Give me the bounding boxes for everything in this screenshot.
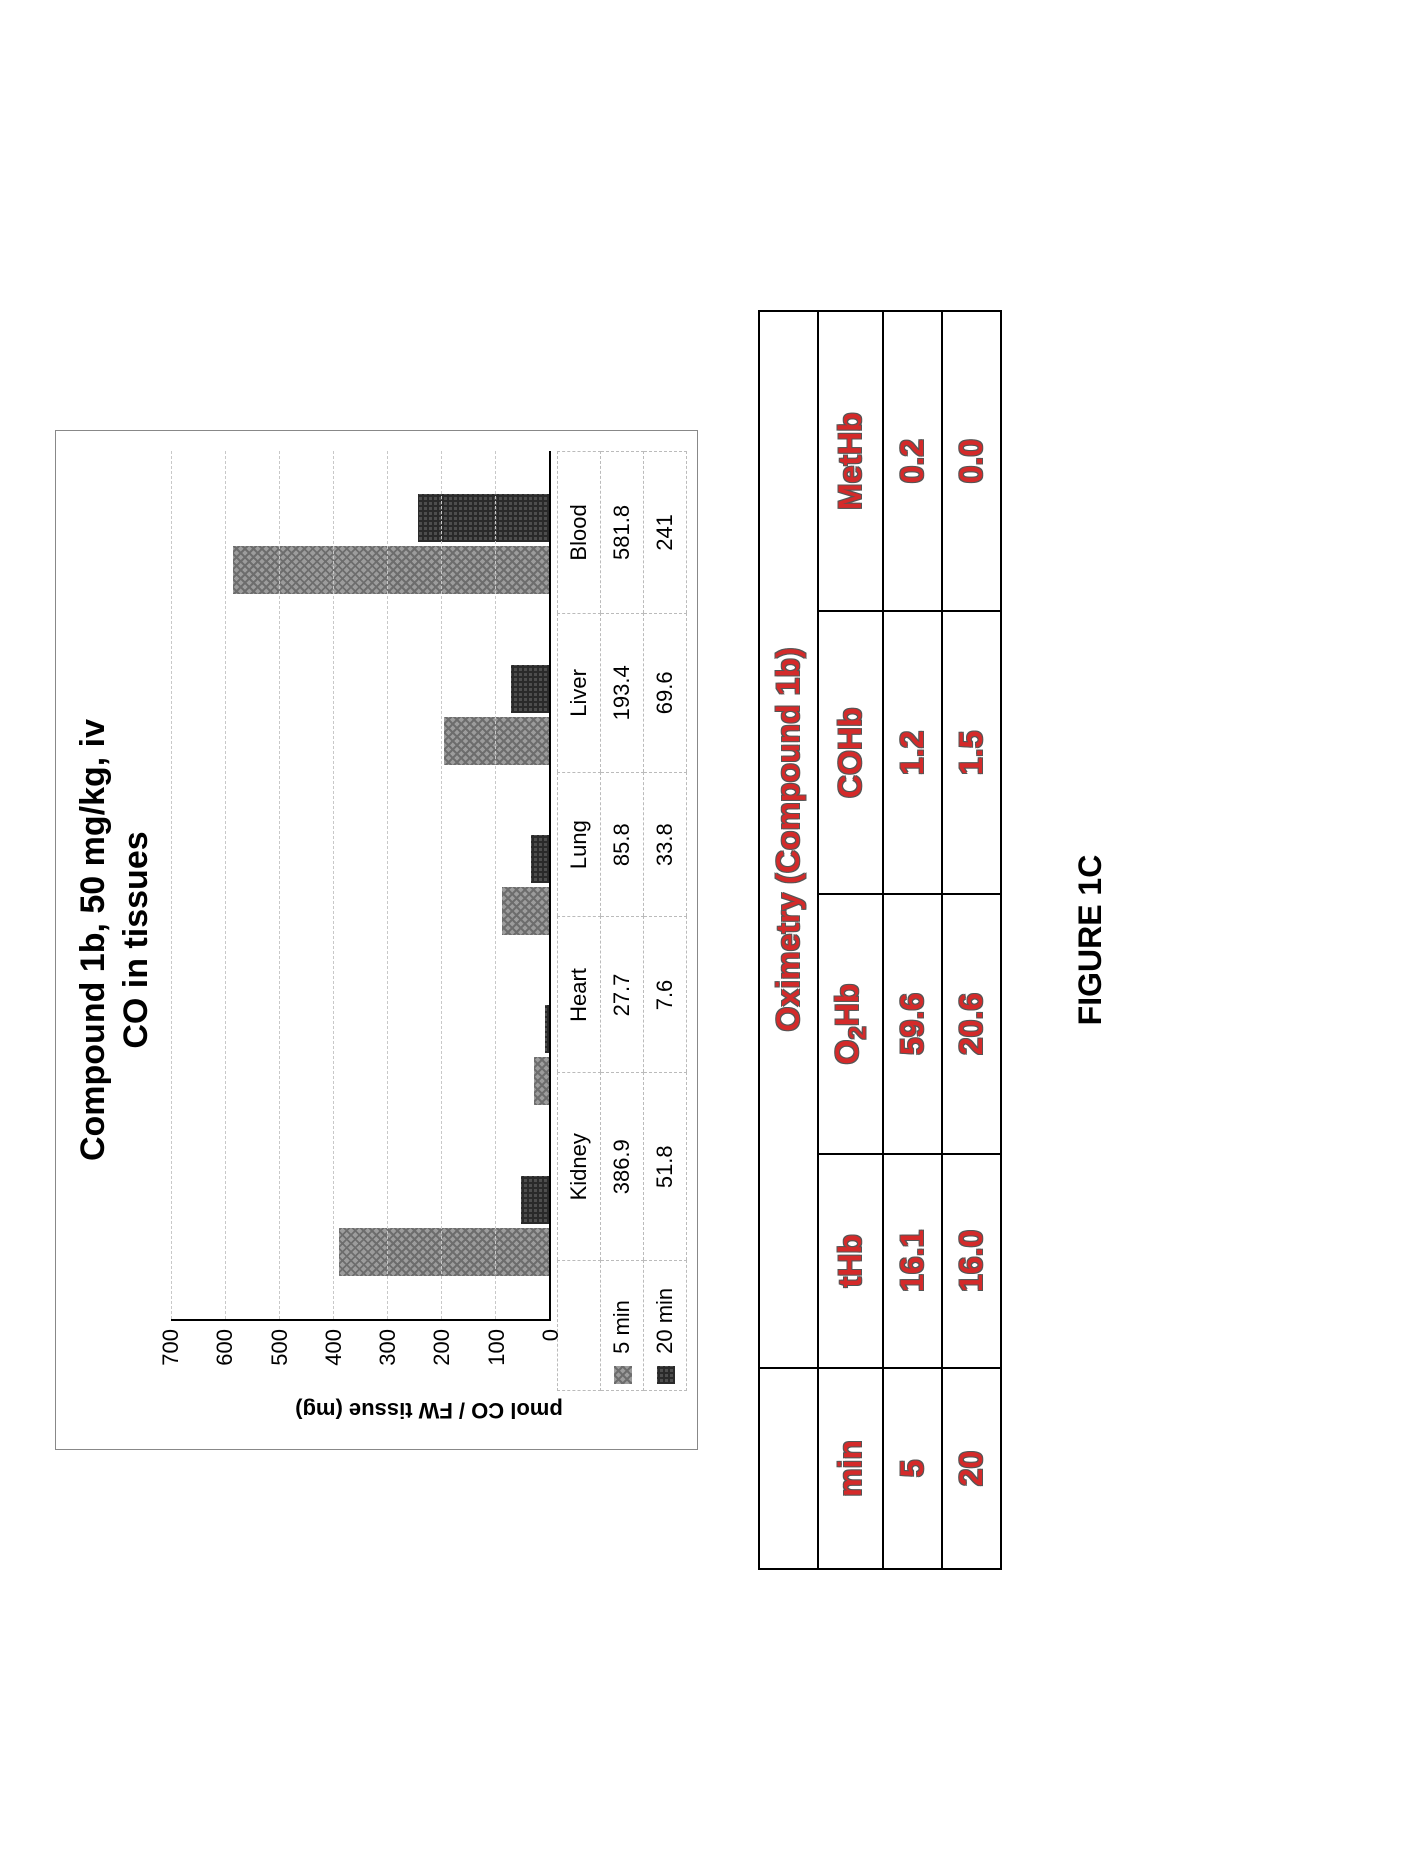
legend-label: 5 min [609,1300,634,1354]
bar-group [534,970,549,1140]
bar-group [502,800,549,970]
data-cell: 69.6 [644,613,687,772]
data-cell: 85.8 [601,772,644,917]
legend-header-blank [558,1261,601,1391]
chart-panel: Compound 1b, 50 mg/kg, iv CO in tissues … [55,430,698,1450]
bar [418,494,549,542]
category-header: Liver [558,613,601,772]
data-cell: 27.7 [601,917,644,1073]
data-cell: 51.8 [644,1073,687,1261]
bar [531,835,549,883]
plot-row: 700 600 500 400 300 200 100 0 [171,451,551,1391]
data-cell: 7.6 [644,917,687,1073]
bar [545,1005,549,1053]
oximetry-title-cell: Oximetry (Compound 1b) [759,311,818,1368]
y-ticks: 700 600 500 400 300 200 100 0 [171,1321,551,1391]
category-header: Blood [558,452,601,614]
legend-item-5min: 5 min [601,1261,644,1391]
legend-swatch-icon [657,1366,675,1384]
legend-swatch-icon [614,1366,632,1384]
chart-title-line2: CO in tissues [117,831,155,1048]
ox-col-cohb: COHb [818,611,883,894]
ox-cell: 0.2 [883,311,942,611]
chart-title-line1: Compound 1b, 50 mg/kg, iv [74,719,112,1161]
ox-cell: 1.2 [883,611,942,894]
plot-area [171,451,551,1321]
ox-cell: 16.1 [883,1154,942,1368]
ox-cell: 20 [942,1368,1001,1569]
ox-col-thb: tHb [818,1154,883,1368]
y-axis-label-wrap: pmol CO / FW tissue (mg) [171,1391,687,1429]
data-cell: 581.8 [601,452,644,614]
y-axis-label: pmol CO / FW tissue (mg) [295,1397,563,1423]
bar [233,546,549,594]
data-cell: 33.8 [644,772,687,917]
category-header: Kidney [558,1073,601,1261]
ox-cell: 16.0 [942,1154,1001,1368]
table-row: 5 16.1 59.6 1.2 0.2 [883,311,942,1569]
category-header: Heart [558,917,601,1073]
bar [339,1228,549,1276]
ox-cell: 0.0 [942,311,1001,611]
ox-cell: 20.6 [942,894,1001,1153]
ox-col-methb: MetHb [818,311,883,611]
ox-col-o2hb: O2Hb [818,894,883,1153]
table-row: 5 min 386.9 27.7 85.8 193.4 581.8 [601,452,644,1391]
bar-group [339,1141,549,1311]
bar [502,887,549,935]
ox-col-min: min [818,1368,883,1569]
legend-item-20min: 20 min [644,1261,687,1391]
oximetry-table: Oximetry (Compound 1b) min tHb O2Hb COHb… [758,310,1002,1570]
chart-title: Compound 1b, 50 mg/kg, iv CO in tissues [72,451,157,1429]
table-row: min tHb O2Hb COHb MetHb [818,311,883,1569]
figure-caption: FIGURE 1C [1072,40,1109,1840]
ox-cell: 5 [883,1368,942,1569]
category-header: Lung [558,772,601,917]
table-row: Kidney Heart Lung Liver Blood [558,452,601,1391]
data-cell: 193.4 [601,613,644,772]
ox-cell: 59.6 [883,894,942,1153]
table-row: 20 16.0 20.6 1.5 0.0 [942,311,1001,1569]
legend-label: 20 min [652,1288,677,1354]
bar-group [444,629,549,799]
data-cell: 241 [644,452,687,614]
chart-body: pmol CO / FW tissue (mg) 700 600 500 400… [171,451,687,1429]
chart-data-table: Kidney Heart Lung Liver Blood 5 min 386.… [557,451,687,1391]
bar [521,1176,549,1224]
oximetry-title: Oximetry (Compound 1b) [770,647,806,1031]
bar [511,665,549,713]
bar-group [233,459,549,629]
plot-column: 700 600 500 400 300 200 100 0 [171,451,687,1391]
oximetry-blank [759,1368,818,1569]
ox-cell: 1.5 [942,611,1001,894]
table-row: Oximetry (Compound 1b) [759,311,818,1569]
data-cell: 386.9 [601,1073,644,1261]
bar [444,717,549,765]
bar [534,1057,549,1105]
table-row: 20 min 51.8 7.6 33.8 69.6 241 [644,452,687,1391]
